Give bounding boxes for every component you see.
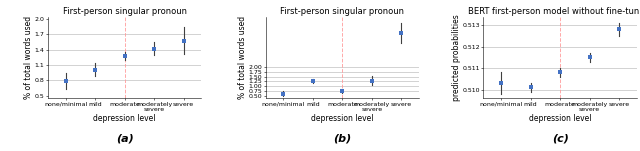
Title: First-person singular pronoun: First-person singular pronoun: [63, 7, 187, 16]
Title: First-person singular pronoun: First-person singular pronoun: [280, 7, 404, 16]
Title: BERT first-person model without fine-tuning: BERT first-person model without fine-tun…: [468, 7, 640, 16]
Text: (a): (a): [116, 134, 134, 144]
Text: (b): (b): [333, 134, 351, 144]
Text: (c): (c): [552, 134, 568, 144]
Y-axis label: predicted probabilities: predicted probabilities: [452, 14, 461, 101]
X-axis label: depression level: depression level: [93, 114, 156, 123]
Y-axis label: % of total words used: % of total words used: [238, 16, 247, 99]
X-axis label: depression level: depression level: [529, 114, 591, 123]
Y-axis label: % of total words used: % of total words used: [24, 16, 33, 99]
X-axis label: depression level: depression level: [311, 114, 374, 123]
